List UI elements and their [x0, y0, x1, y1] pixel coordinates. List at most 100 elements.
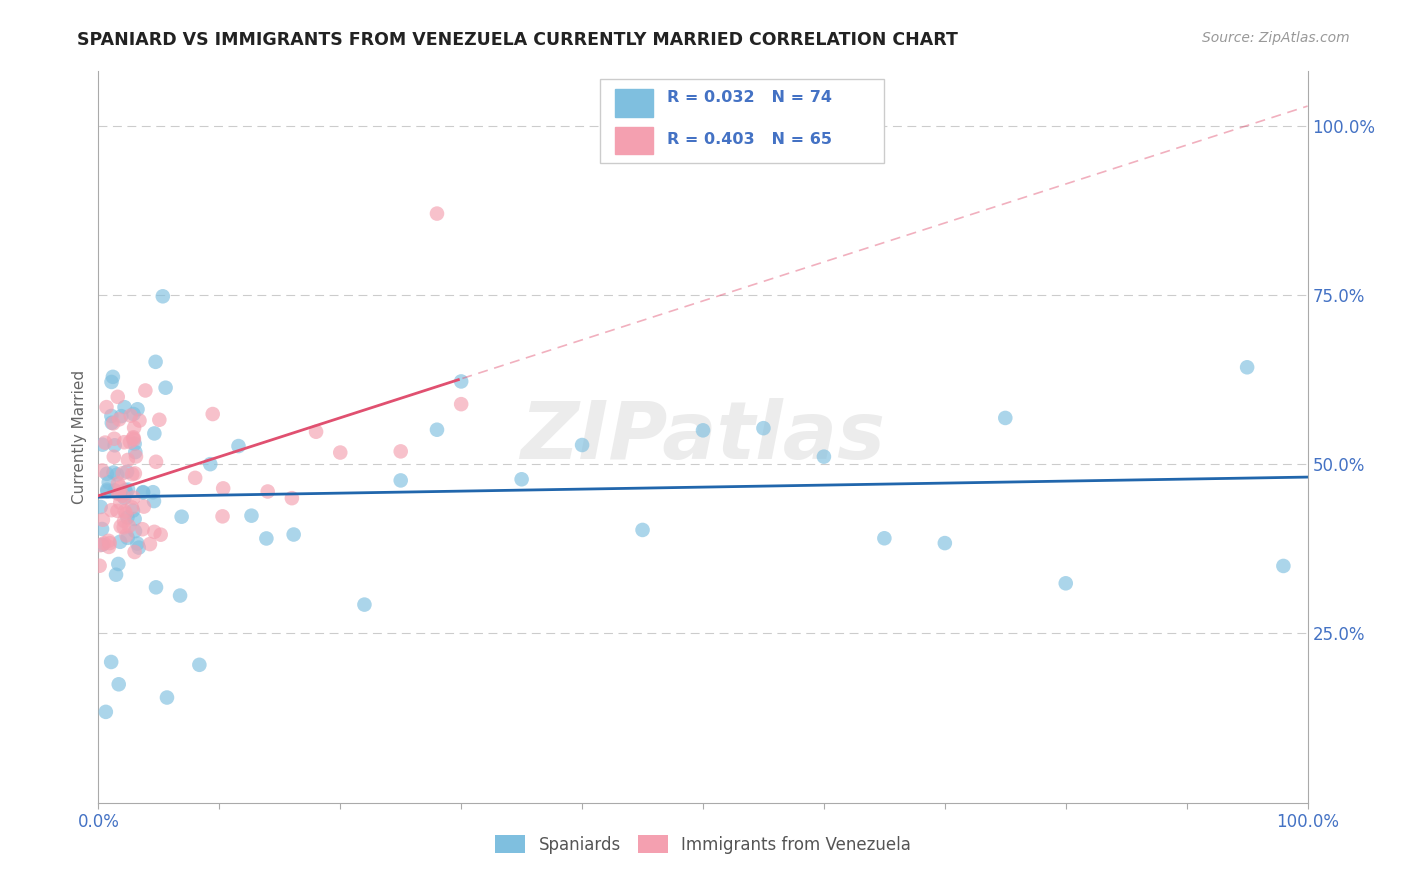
Point	[132, 500, 155, 514]
Point	[124, 437, 146, 451]
Point	[510, 472, 533, 486]
Point	[107, 504, 129, 518]
Point	[101, 416, 124, 430]
Point	[115, 465, 138, 479]
Point	[108, 412, 131, 426]
Point	[89, 538, 111, 552]
Point	[752, 421, 775, 435]
Point	[110, 480, 132, 494]
Point	[107, 677, 129, 691]
Point	[994, 411, 1017, 425]
Point	[143, 426, 166, 441]
Point	[571, 438, 593, 452]
Point	[124, 512, 146, 526]
Point	[200, 457, 222, 471]
Point	[107, 557, 129, 571]
Point	[145, 355, 167, 369]
Point	[96, 484, 118, 499]
Point	[91, 438, 114, 452]
Point	[91, 513, 114, 527]
Point	[145, 455, 167, 469]
Point	[120, 409, 142, 423]
Point	[426, 423, 449, 437]
Point	[125, 450, 148, 464]
Point	[450, 397, 472, 411]
Point	[127, 402, 149, 417]
Point	[148, 413, 170, 427]
Point	[128, 541, 150, 555]
Point	[107, 390, 129, 404]
Point	[305, 425, 328, 439]
Point	[122, 433, 145, 447]
Point	[122, 407, 145, 421]
Point	[122, 491, 145, 505]
Point	[103, 466, 125, 480]
Point	[139, 537, 162, 551]
Point	[110, 519, 132, 533]
Point	[124, 545, 146, 559]
Point	[103, 432, 125, 446]
Point	[142, 485, 165, 500]
Point	[283, 527, 305, 541]
Point	[329, 445, 352, 459]
Point	[108, 534, 131, 549]
Point	[91, 463, 114, 477]
Point	[118, 519, 141, 533]
Point	[114, 400, 136, 414]
Point	[124, 467, 146, 481]
Point	[112, 435, 135, 450]
Point	[93, 536, 115, 550]
Point	[103, 450, 125, 464]
Point	[114, 483, 136, 497]
Point	[353, 598, 375, 612]
Point	[105, 567, 128, 582]
FancyBboxPatch shape	[600, 78, 884, 163]
Point	[114, 504, 136, 518]
Point	[104, 483, 127, 498]
Point	[1054, 576, 1077, 591]
Point	[149, 527, 172, 541]
Point	[389, 444, 412, 458]
Point	[110, 495, 132, 509]
Bar	[614, 127, 654, 154]
Point	[256, 484, 278, 499]
Point	[115, 486, 138, 500]
Point	[100, 503, 122, 517]
Point	[201, 407, 224, 421]
Point	[873, 531, 896, 545]
Point	[188, 657, 211, 672]
Point	[100, 655, 122, 669]
Point	[131, 522, 153, 536]
Point	[100, 375, 122, 389]
Point	[121, 467, 143, 482]
Point	[134, 384, 156, 398]
Point	[145, 580, 167, 594]
Point	[100, 409, 122, 423]
Point	[89, 558, 111, 573]
Point	[117, 483, 139, 497]
Point	[101, 369, 124, 384]
Point	[91, 538, 114, 552]
Point	[107, 487, 129, 501]
Point	[94, 435, 117, 450]
Point	[117, 531, 139, 545]
Point	[212, 481, 235, 495]
Point	[111, 467, 134, 481]
Point	[122, 420, 145, 434]
Point	[98, 536, 121, 550]
Point	[112, 514, 135, 528]
Point	[156, 690, 179, 705]
Point	[1236, 360, 1258, 375]
Point	[97, 540, 120, 554]
Point	[170, 509, 193, 524]
Point	[118, 434, 141, 449]
Legend: Spaniards, Immigrants from Venezuela: Spaniards, Immigrants from Venezuela	[489, 829, 917, 860]
Point	[108, 486, 131, 500]
Point	[91, 522, 114, 536]
Text: ZIPatlas: ZIPatlas	[520, 398, 886, 476]
Point	[124, 445, 146, 459]
Point	[121, 500, 143, 515]
Point	[105, 467, 128, 482]
Point	[143, 524, 166, 539]
Point	[122, 430, 145, 444]
